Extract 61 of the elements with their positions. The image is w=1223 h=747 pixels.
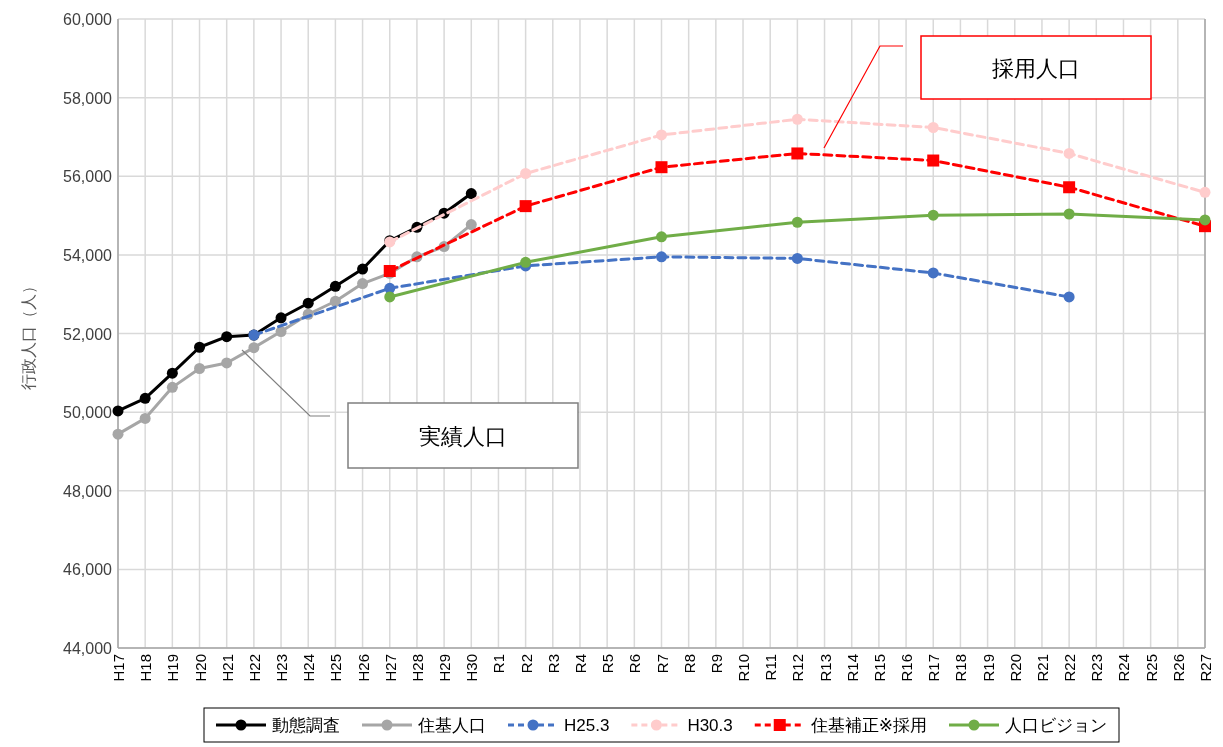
legend-label: 動態調査	[272, 716, 340, 735]
x-tick-label: R16	[898, 654, 916, 682]
x-tick-label: R1	[490, 654, 508, 674]
x-tick-label: R17	[925, 654, 943, 682]
x-tick-label: H21	[218, 654, 236, 682]
annotation: 実績人口	[241, 349, 579, 469]
x-tick-label: R4	[571, 654, 589, 674]
annotation: 採用人口	[823, 35, 1152, 149]
x-tick-label: H17	[110, 654, 127, 682]
y-tick-label: 54,000	[63, 246, 113, 264]
x-tick-label: R9	[707, 654, 725, 674]
legend-label: H25.3	[564, 716, 610, 735]
x-tick-label: H22	[245, 654, 263, 682]
x-tick-label: R21	[1033, 654, 1051, 682]
y-axis-title: 行政人口（人）	[20, 277, 37, 390]
x-tick-label: R11	[762, 654, 780, 681]
y-tick-label: 58,000	[63, 89, 113, 107]
x-tick-label: R5	[599, 654, 617, 674]
x-tick-label: H19	[164, 654, 182, 682]
x-tick-label: H25	[327, 654, 345, 682]
x-tick-label: H29	[436, 654, 454, 682]
x-tick-label: R13	[816, 654, 834, 682]
x-tick-label: H30	[463, 654, 481, 682]
annotation: 実績人口	[419, 423, 507, 449]
legend-label: 住基人口	[417, 716, 486, 735]
x-tick-label: R24	[1115, 654, 1133, 682]
y-tick-label: 44,000	[63, 640, 113, 657]
x-tick-label: R2	[517, 654, 535, 674]
y-tick-label: 48,000	[63, 482, 113, 500]
x-tick-label: H27	[381, 654, 399, 682]
x-tick-label: R8	[680, 654, 698, 674]
x-tick-label: R25	[1142, 654, 1160, 682]
x-tick-label: R6	[626, 654, 644, 674]
x-tick-label: R20	[1006, 654, 1024, 682]
x-tick-label: R10	[735, 654, 753, 682]
x-tick-label: R26	[1169, 654, 1187, 682]
x-tick-label: H26	[354, 654, 372, 682]
x-tick-label: H18	[137, 654, 155, 682]
x-tick-label: H23	[273, 654, 291, 682]
legend-label: 住基補正※採用	[809, 716, 927, 735]
x-tick-label: H20	[191, 654, 209, 682]
x-tick-label: R18	[952, 654, 970, 682]
y-tick-label: 60,000	[63, 11, 113, 28]
annotation: 採用人口	[992, 55, 1080, 81]
x-tick-label: R19	[979, 654, 997, 682]
x-tick-label: R27	[1197, 654, 1214, 682]
legend-label: H30.3	[687, 716, 733, 735]
x-tick-label: H28	[408, 654, 426, 682]
y-tick-label: 50,000	[63, 404, 113, 422]
x-tick-label: R7	[653, 654, 671, 674]
x-tick-label: R3	[544, 654, 562, 674]
x-tick-label: R15	[870, 654, 888, 682]
legend-label: 人口ビジョン	[1005, 716, 1107, 735]
y-tick-label: 52,000	[63, 325, 113, 343]
x-tick-label: R14	[843, 654, 861, 682]
x-tick-label: R23	[1088, 654, 1106, 682]
y-tick-label: 46,000	[63, 561, 113, 579]
x-tick-label: R22	[1061, 654, 1079, 682]
y-tick-label: 56,000	[63, 168, 113, 186]
x-tick-label: R12	[789, 654, 807, 682]
x-tick-label: H24	[300, 654, 318, 682]
